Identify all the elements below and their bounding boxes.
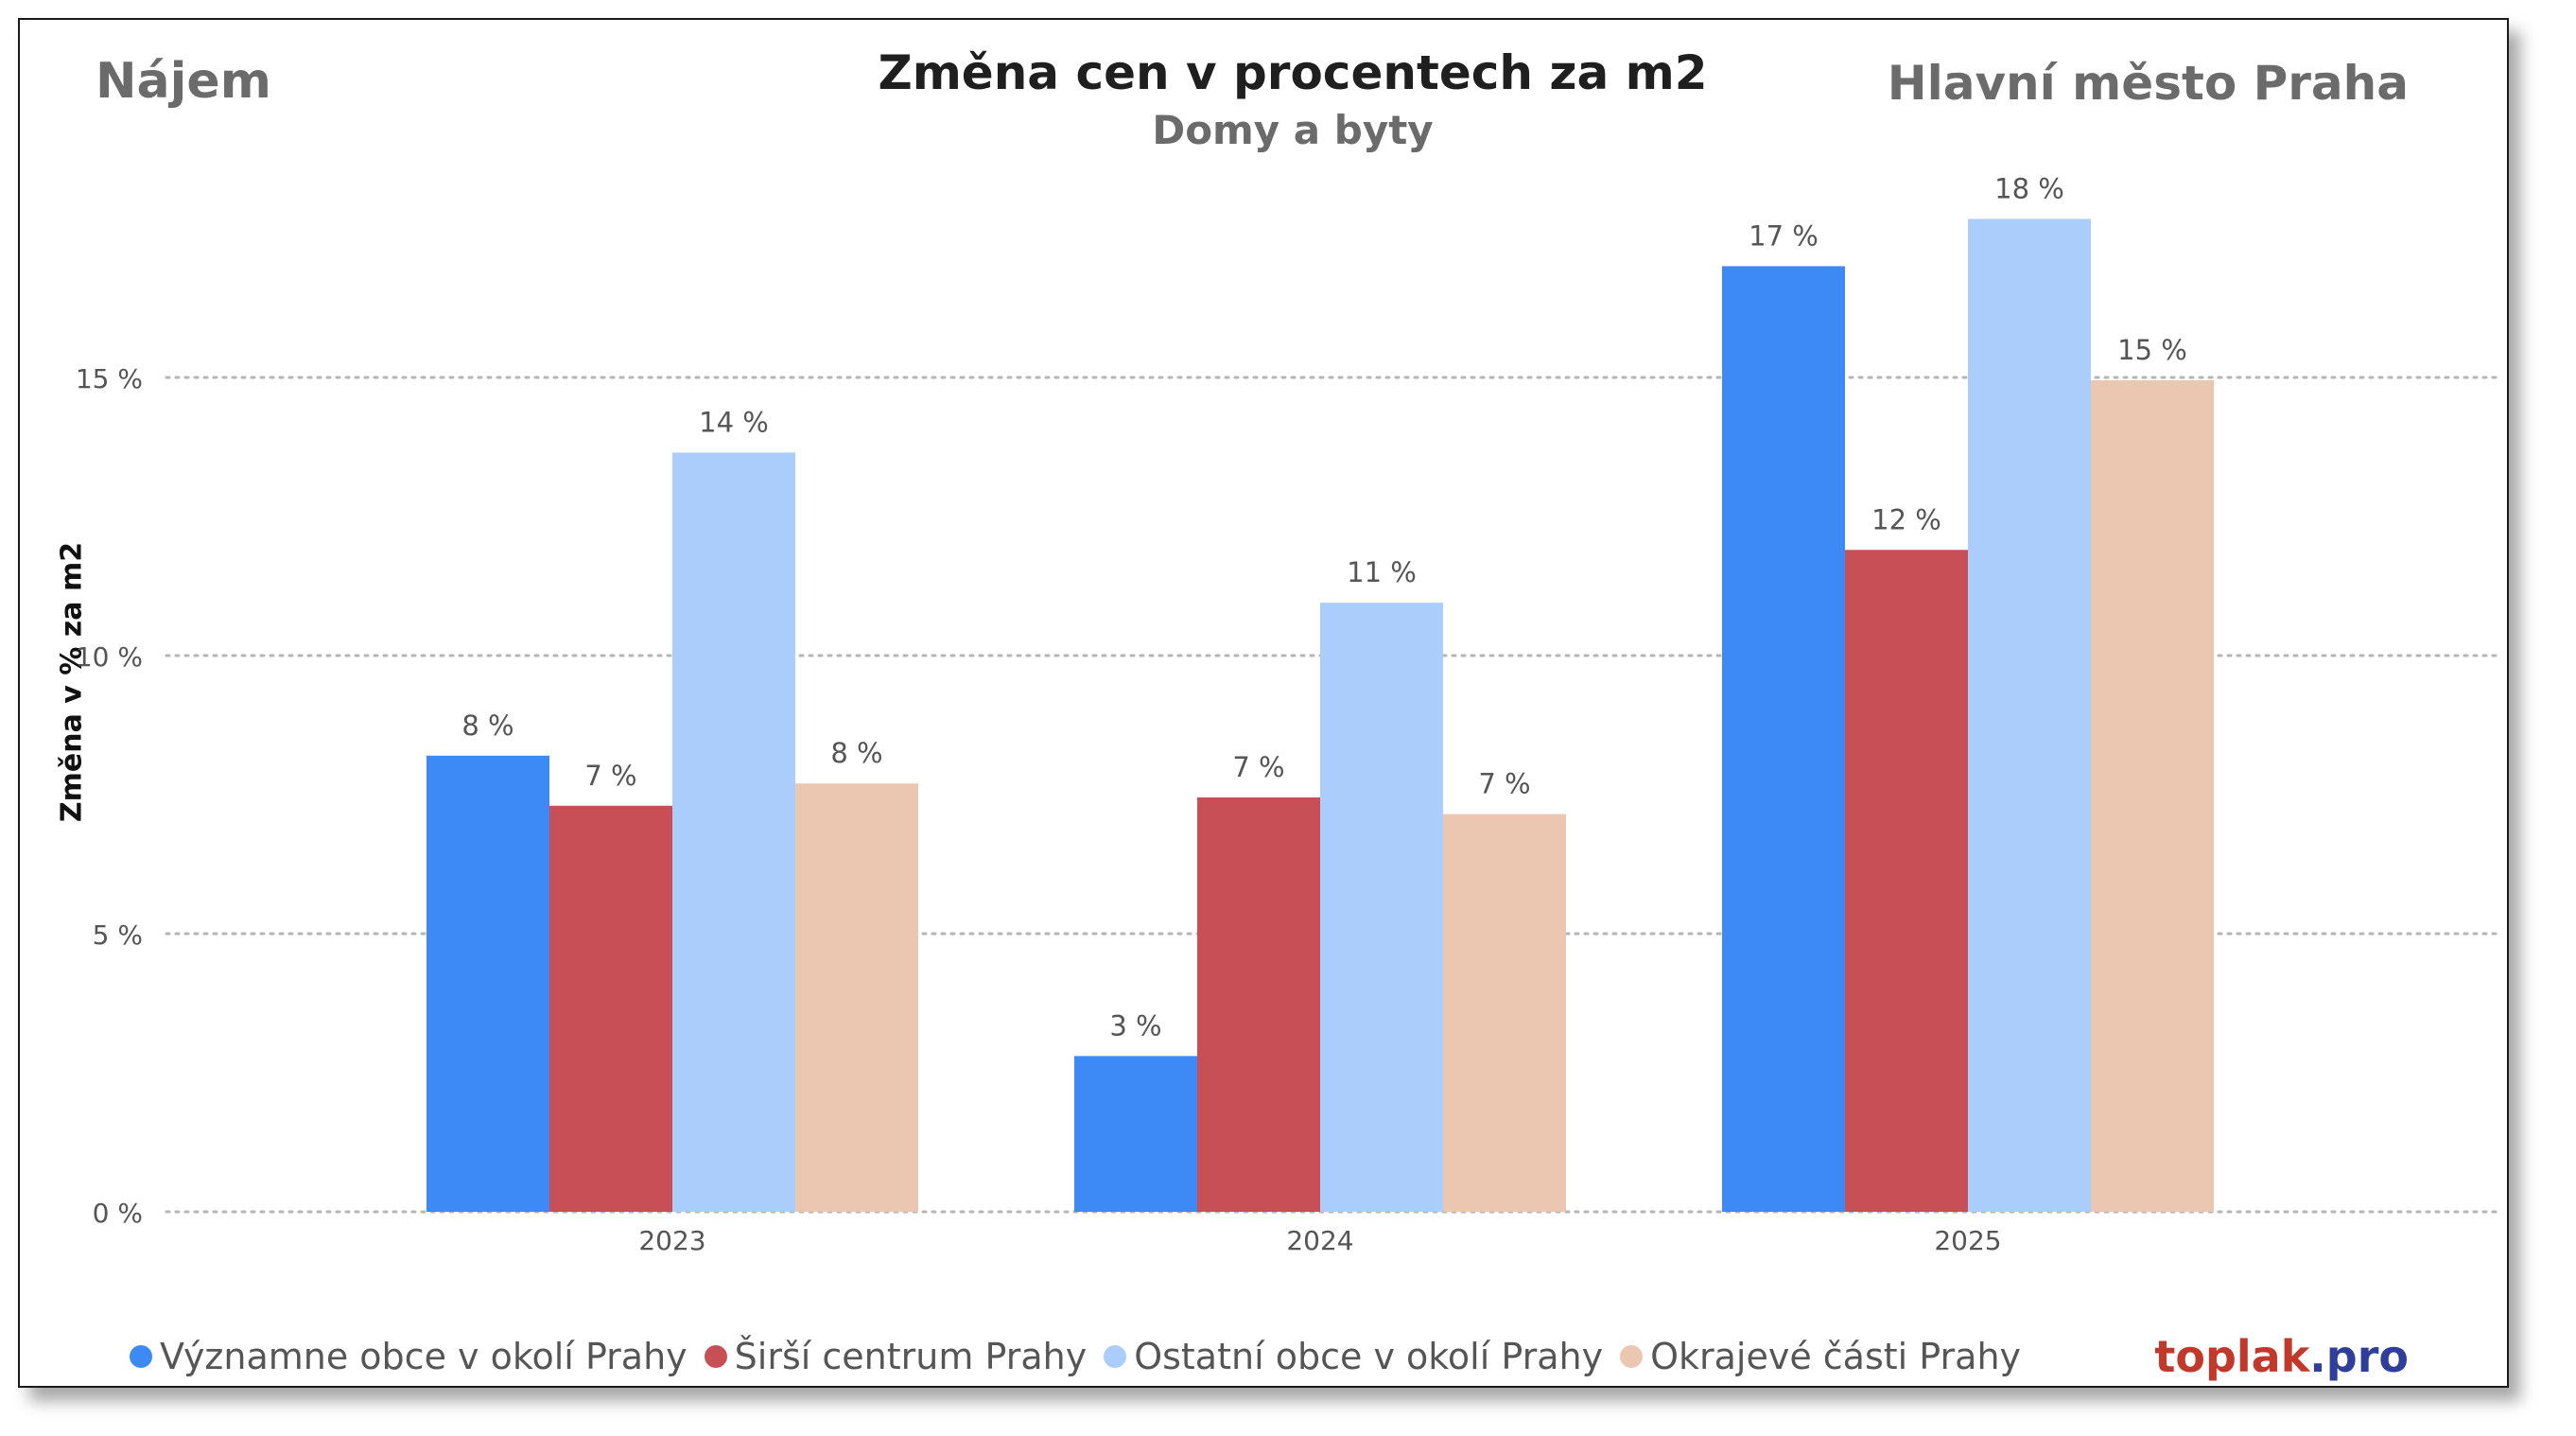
bar — [426, 755, 549, 1212]
legend-item: Ostatní obce v okolí Prahy — [1104, 1336, 1603, 1377]
bar — [795, 783, 918, 1212]
data-label: 15 % — [2117, 334, 2187, 366]
legend: Významne obce v okolí Prahy Širší centru… — [20, 1336, 2131, 1377]
y-tick-label: 15 % — [76, 363, 143, 394]
data-label: 7 % — [1232, 751, 1284, 783]
legend-label: Širší centrum Prahy — [734, 1336, 1088, 1377]
y-tick-label: 0 % — [93, 1198, 143, 1229]
bar-chart: 0 % 5 % 10 % 15 % 8 % 7 % 14 % 8 % 2023 3 % 7 % 11 … — [76, 172, 2504, 1256]
bar — [1968, 219, 2091, 1212]
header-left-label: Nájem — [96, 53, 271, 110]
data-label: 7 % — [584, 760, 636, 792]
chart-frame: Nájem Změna cen v procentech za m2 Domy … — [18, 18, 2509, 1388]
y-tick-label: 10 % — [76, 641, 143, 673]
data-label: 7 % — [1478, 768, 1530, 800]
bar — [549, 805, 672, 1212]
data-label: 8 % — [461, 709, 513, 742]
bar — [1845, 550, 1968, 1212]
legend-item: Širší centrum Prahy — [704, 1336, 1088, 1377]
data-label: 14 % — [699, 406, 769, 438]
bar — [672, 452, 795, 1212]
header-right-label: Hlavní město Praha — [1887, 56, 2409, 111]
brand-part1: toplak — [2154, 1331, 2310, 1382]
legend-marker — [704, 1345, 727, 1368]
x-tick-label: 2024 — [1286, 1225, 1353, 1256]
legend-label: Ostatní obce v okolí Prahy — [1134, 1336, 1604, 1377]
y-tick-label: 5 % — [93, 919, 143, 951]
bar — [1722, 266, 1845, 1212]
data-label: 3 % — [1109, 1009, 1161, 1042]
legend-item: Okrajevé části Prahy — [1620, 1336, 2021, 1377]
legend-label: Významne obce v okolí Prahy — [159, 1336, 688, 1377]
chart-subtitle: Domy a byty — [1152, 107, 1434, 153]
bar — [1443, 814, 1566, 1212]
bar — [1320, 603, 1443, 1212]
bar — [1197, 797, 1320, 1212]
legend-marker — [129, 1345, 152, 1368]
data-label: 11 % — [1347, 556, 1417, 588]
data-label: 12 % — [1871, 503, 1941, 535]
legend-item: Významne obce v okolí Prahy — [129, 1336, 688, 1377]
legend-marker — [1104, 1345, 1127, 1368]
x-tick-label: 2025 — [1934, 1225, 2001, 1256]
legend-marker — [1620, 1345, 1644, 1368]
x-tick-label: 2023 — [638, 1225, 705, 1256]
data-label: 8 % — [830, 737, 882, 769]
bar — [1074, 1056, 1197, 1212]
data-label: 17 % — [1749, 219, 1819, 252]
bar — [2091, 379, 2214, 1212]
chart-title: Změna cen v procentech za m2 — [878, 45, 1708, 100]
brand-logo: toplak.pro — [2154, 1331, 2409, 1382]
data-label: 18 % — [1994, 172, 2064, 204]
legend-label: Okrajevé části Prahy — [1650, 1336, 2022, 1377]
brand-part2: .pro — [2309, 1331, 2409, 1382]
